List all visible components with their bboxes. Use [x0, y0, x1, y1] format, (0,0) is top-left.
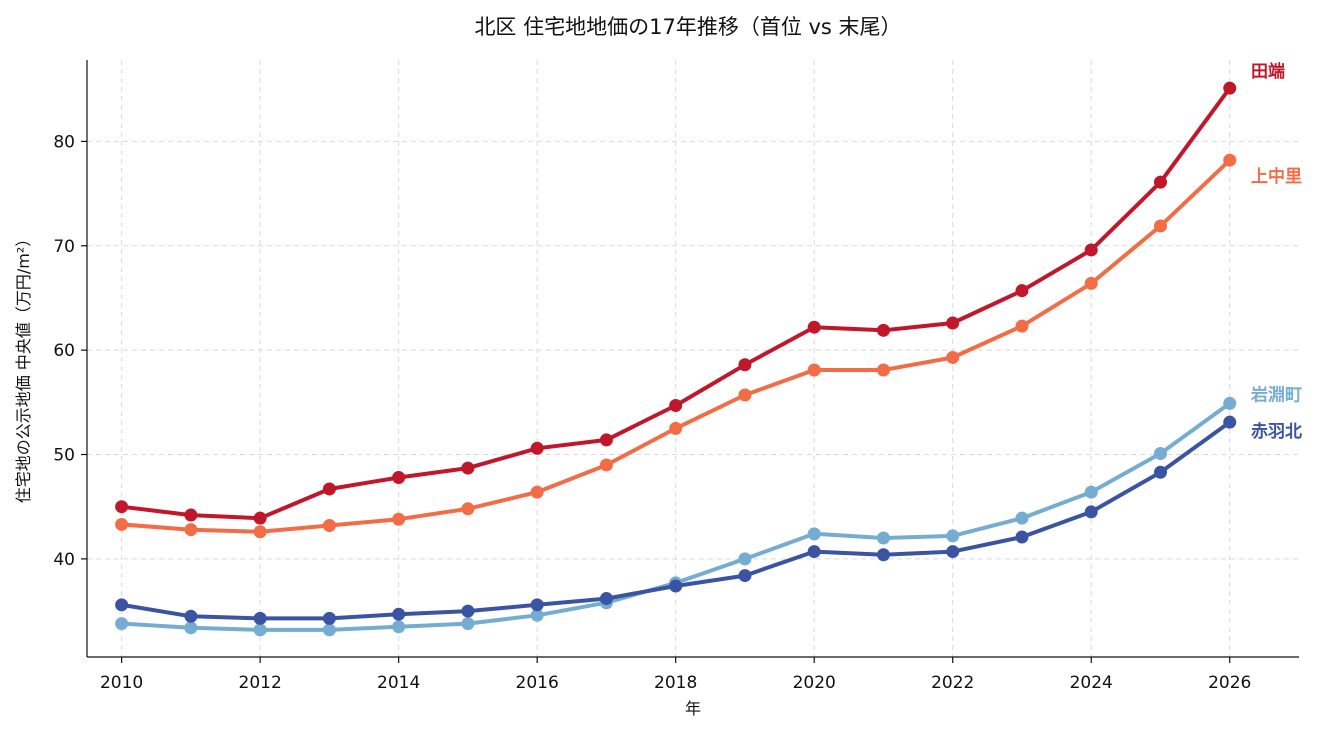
x-tick-label: 2012 [239, 673, 282, 693]
data-point [184, 621, 198, 635]
data-point [1223, 396, 1237, 410]
data-point [461, 502, 475, 516]
data-point [876, 363, 890, 377]
data-point [184, 508, 198, 522]
data-point [946, 529, 960, 543]
data-point [738, 388, 752, 402]
data-point [1153, 465, 1167, 479]
data-point [253, 511, 267, 525]
series-4: 赤羽北 [115, 415, 1302, 625]
data-point [322, 611, 336, 625]
data-point [392, 470, 406, 484]
data-point [807, 527, 821, 541]
series-3: 岩淵町 [115, 384, 1302, 637]
data-point [253, 611, 267, 625]
data-point [530, 608, 544, 622]
data-point [115, 500, 129, 514]
data-point [599, 592, 613, 606]
data-point [1223, 153, 1237, 167]
data-point [530, 598, 544, 612]
data-point [669, 398, 683, 412]
data-point [599, 458, 613, 472]
data-point [1084, 276, 1098, 290]
series-1: 田端 [115, 61, 1285, 525]
data-point [807, 363, 821, 377]
y-axis-label: 住宅地の公示地価 中央値（万円/m²） [14, 231, 33, 503]
data-point [115, 617, 129, 631]
data-point [253, 623, 267, 637]
data-point [1223, 81, 1237, 95]
series-2: 上中里 [115, 153, 1302, 539]
data-point [807, 320, 821, 334]
y-tick-label: 40 [53, 550, 75, 570]
data-point [946, 316, 960, 330]
series-end-label: 上中里 [1251, 166, 1302, 187]
data-point [1015, 284, 1029, 298]
x-tick-label: 2026 [1208, 673, 1251, 693]
data-point [322, 518, 336, 532]
x-tick-label: 2016 [516, 673, 559, 693]
data-point [115, 517, 129, 531]
data-point [461, 604, 475, 618]
x-tick-label: 2018 [654, 673, 697, 693]
data-point [115, 598, 129, 612]
data-point [322, 482, 336, 496]
data-point [392, 607, 406, 621]
data-point [461, 461, 475, 475]
data-point [1153, 175, 1167, 189]
chart-title: 北区 住宅地地価の17年推移（首位 vs 末尾） [474, 15, 901, 39]
data-point [1015, 530, 1029, 544]
data-point [876, 323, 890, 337]
data-point [253, 525, 267, 539]
data-point [530, 485, 544, 499]
x-tick-label: 2024 [1070, 673, 1113, 693]
data-point [946, 350, 960, 364]
data-point [1015, 319, 1029, 333]
x-tick-label: 2022 [931, 673, 974, 693]
y-tick-label: 80 [53, 132, 75, 152]
data-point [1084, 505, 1098, 519]
data-point [738, 569, 752, 583]
data-point [1084, 243, 1098, 257]
data-point [1153, 446, 1167, 460]
x-axis-label: 年 [685, 699, 701, 718]
axes-layer: 2010 2012 2014 2016 2018 2020 2022 2024 2026 40 50… [53, 60, 1299, 693]
data-point [1084, 485, 1098, 499]
grid-layer [87, 60, 1299, 657]
data-point [599, 433, 613, 447]
data-point [876, 531, 890, 545]
data-point [669, 421, 683, 435]
data-point [738, 358, 752, 372]
series-end-label: 赤羽北 [1251, 421, 1302, 442]
x-tick-label: 2020 [793, 673, 836, 693]
data-point [946, 545, 960, 559]
data-point [461, 617, 475, 631]
data-point [184, 523, 198, 537]
data-point [876, 548, 890, 562]
data-point [184, 609, 198, 623]
y-tick-label: 50 [53, 446, 75, 466]
x-tick-label: 2014 [377, 673, 420, 693]
data-point [669, 579, 683, 593]
series-end-label: 田端 [1251, 61, 1285, 82]
data-point [322, 623, 336, 637]
data-point [1015, 511, 1029, 525]
data-point [392, 512, 406, 526]
y-tick-label: 60 [53, 341, 75, 361]
data-point [530, 441, 544, 455]
series-end-label: 岩淵町 [1250, 384, 1302, 405]
data-point [392, 620, 406, 634]
x-tick-label: 2010 [100, 673, 143, 693]
data-point [1223, 415, 1237, 429]
data-point [1153, 219, 1167, 233]
data-point [807, 545, 821, 559]
data-point [738, 552, 752, 566]
y-tick-label: 70 [53, 237, 75, 257]
